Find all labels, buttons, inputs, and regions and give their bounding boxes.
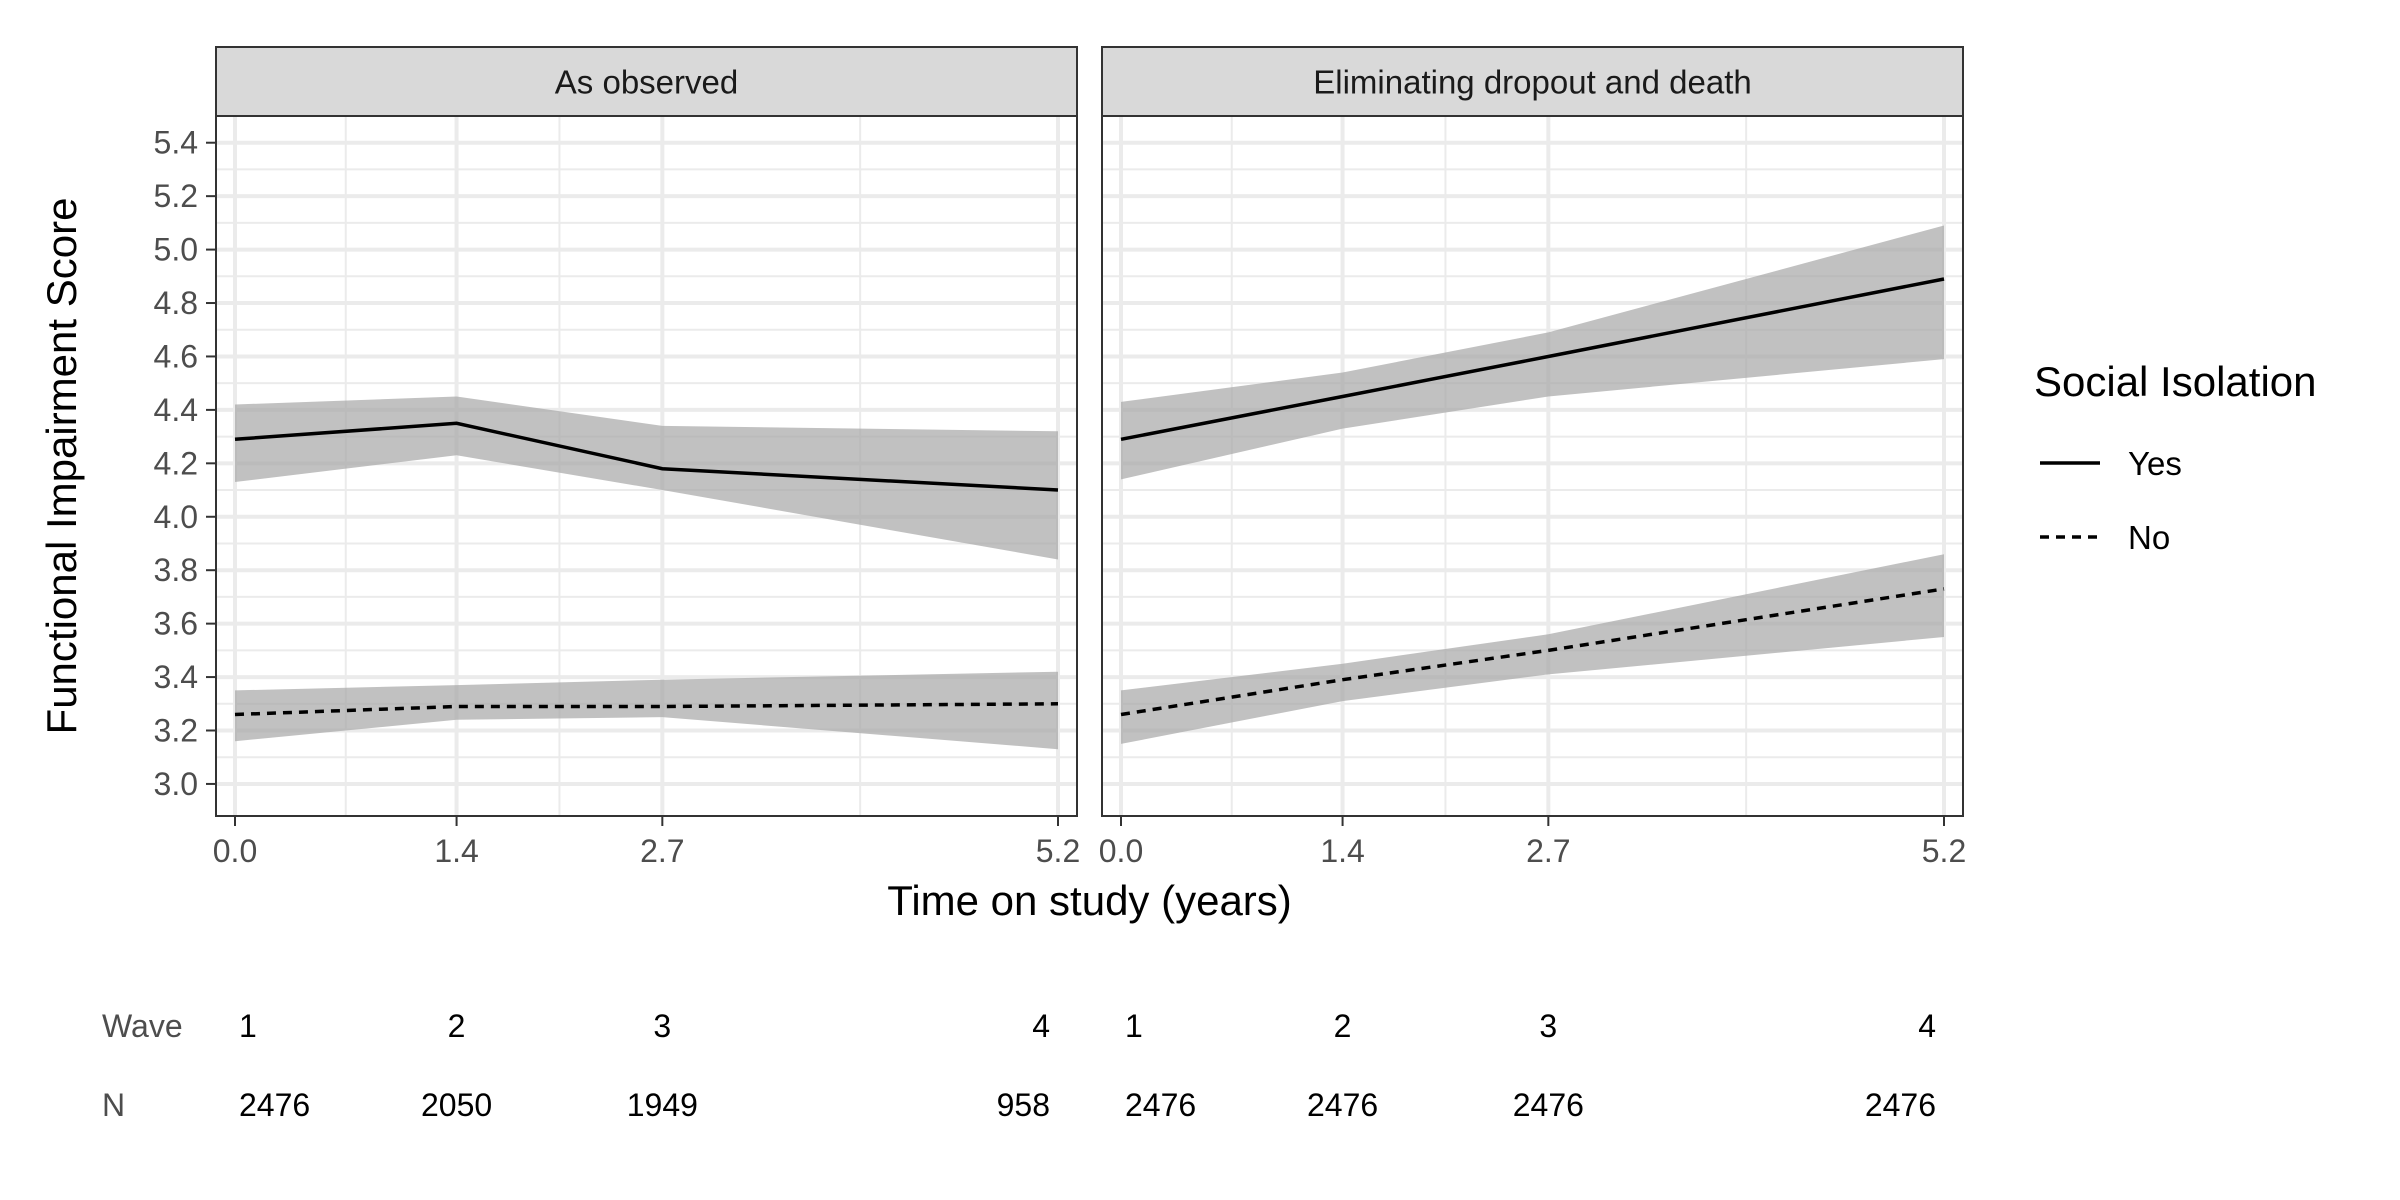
y-tick-label: 5.4: [154, 125, 198, 161]
wave-cell: 2: [448, 1008, 466, 1044]
y-tick-label: 3.0: [154, 766, 198, 802]
confidence-band-no: [1121, 554, 1944, 744]
x-tick-label: 1.4: [1320, 833, 1364, 869]
panel-1: As observed 0.0 1.4 2.7 5.2 1 2476 2 2050 3 1949 4 9…: [213, 46, 1080, 1123]
legend-title: Social Isolation: [2034, 358, 2317, 405]
n-cell: 958: [997, 1087, 1050, 1123]
y-tick-label: 3.4: [154, 659, 198, 695]
confidence-band-yes: [1121, 225, 1944, 480]
y-tick-label: 4.0: [154, 499, 198, 535]
n-cell: 2476: [1865, 1087, 1936, 1123]
x-tick-label: 0.0: [213, 833, 257, 869]
panel-title: As observed: [555, 64, 738, 101]
y-tick-label: 5.0: [154, 232, 198, 268]
y-tick-label: 3.8: [154, 552, 198, 588]
y-tick-label: 4.8: [154, 285, 198, 321]
x-tick-label: 0.0: [1099, 833, 1143, 869]
legend: Social Isolation Yes No: [2034, 358, 2317, 556]
y-tick-label: 3.6: [154, 606, 198, 642]
panel-border: [1101, 115, 1964, 817]
n-cell: 2476: [1125, 1087, 1196, 1123]
wave-cell: 3: [653, 1008, 671, 1044]
wave-cell: 4: [1032, 1008, 1050, 1044]
series-line-yes: [1120, 277, 1945, 442]
n-cell: 2476: [1513, 1087, 1584, 1123]
wave-cell: 1: [239, 1008, 257, 1044]
confidence-band-yes: [235, 396, 1058, 560]
panel-2: Eliminating dropout and death 0.0 1.4 2.7 5.…: [1099, 46, 1966, 1123]
x-tick-label: 2.7: [1526, 833, 1570, 869]
series-line-yes: [234, 421, 1059, 492]
y-tick-label: 5.2: [154, 178, 198, 214]
wave-cell: 1: [1125, 1008, 1143, 1044]
wave-cell: 4: [1918, 1008, 1936, 1044]
y-axis-title: Functional Impairment Score: [38, 198, 85, 735]
legend-label-no: No: [2128, 519, 2170, 556]
series-line-no: [1120, 587, 1945, 717]
y-tick-label: 4.6: [154, 338, 198, 374]
y-tick-label: 3.2: [154, 713, 198, 749]
risk-table: 1 2476 2 2050 3 1949 4 958: [239, 1008, 1050, 1123]
x-tick-label: 1.4: [434, 833, 478, 869]
series-line-no: [234, 702, 1059, 717]
table-row-label-n: N: [102, 1087, 125, 1123]
x-tick-label: 5.2: [1922, 833, 1966, 869]
panel-border: [215, 115, 1078, 817]
y-tick-label: 4.4: [154, 392, 198, 428]
n-cell: 2476: [239, 1087, 310, 1123]
wave-cell: 2: [1334, 1008, 1352, 1044]
risk-table: 1 2476 2 2476 3 2476 4 2476: [1125, 1008, 1936, 1123]
wave-cell: 3: [1539, 1008, 1557, 1044]
n-cell: 1949: [627, 1087, 698, 1123]
confidence-band-no: [235, 671, 1058, 750]
n-cell: 2476: [1307, 1087, 1378, 1123]
x-axis-title: Time on study (years): [887, 877, 1292, 924]
x-tick-label: 2.7: [640, 833, 684, 869]
x-tick-label: 5.2: [1036, 833, 1080, 869]
panel-strip: [1101, 46, 1964, 117]
table-row-label-wave: Wave: [102, 1008, 183, 1044]
panel-title: Eliminating dropout and death: [1313, 64, 1751, 101]
panel-strip: [215, 46, 1078, 117]
y-tick-label: 4.2: [154, 445, 198, 481]
legend-label-yes: Yes: [2128, 445, 2182, 482]
n-cell: 2050: [421, 1087, 492, 1123]
